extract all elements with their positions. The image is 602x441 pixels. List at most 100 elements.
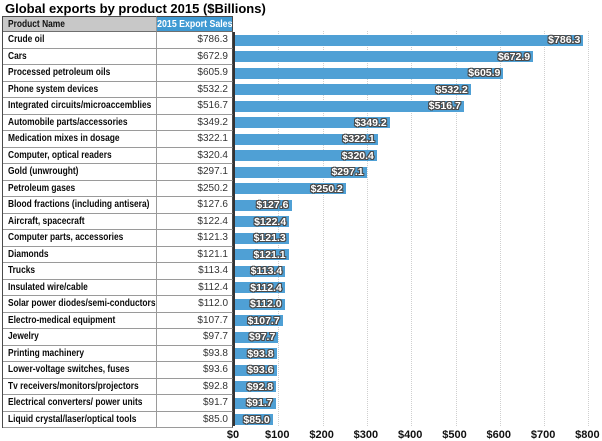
- bar-track: $532.2: [233, 82, 601, 99]
- product-name-label: Liquid crystal/laser/optical tools: [8, 413, 137, 425]
- product-name-cell: Phone system devices: [3, 81, 157, 98]
- bar: $127.6: [235, 199, 292, 212]
- bar: $532.2: [235, 83, 471, 96]
- export-value-cell: $127.6: [157, 197, 233, 214]
- bar-track: $349.2: [233, 115, 601, 132]
- export-value-cell: $297.1: [157, 164, 233, 181]
- table-row: Computer, optical readers $320.4 $320.4: [3, 147, 601, 165]
- bar-track: $112.0: [233, 296, 601, 313]
- x-axis-tick-label: $400: [397, 429, 423, 441]
- export-value-cell: $320.4: [157, 147, 233, 164]
- bar: $97.7: [235, 331, 279, 344]
- bar-value-label: $93.8: [247, 347, 274, 360]
- data-table: Product Name 2015 Export Sales Crude oil…: [2, 16, 601, 428]
- export-value-label: $672.9: [197, 50, 228, 62]
- bar: $320.4: [235, 150, 377, 162]
- product-name-label: Diamonds: [8, 248, 49, 260]
- bar: $250.2: [235, 183, 346, 195]
- product-name-label: Lower-voltage switches, fuses: [8, 364, 130, 376]
- bar-track: $786.3: [233, 32, 601, 49]
- bar-track: $93.8: [233, 346, 601, 363]
- bar: $786.3: [235, 34, 584, 46]
- product-name-label: Computer parts, accessories: [8, 232, 124, 244]
- product-name-label: Aircraft, spacecraft: [8, 215, 85, 227]
- table-row: Liquid crystal/laser/optical tools $85.0 $…: [3, 411, 601, 428]
- bar-value-label: $605.9: [468, 67, 501, 80]
- product-name-label: Tv receivers/monitors/projectors: [8, 380, 139, 392]
- header-spacer: [233, 16, 601, 32]
- bar: $322.1: [235, 133, 378, 145]
- export-value-cell: $349.2: [157, 114, 233, 131]
- export-value-cell: $672.9: [157, 48, 233, 65]
- bar-value-label: $516.7: [428, 100, 461, 113]
- x-axis-tick-label: $500: [442, 429, 467, 441]
- export-value-label: $121.3: [197, 232, 228, 244]
- bar-track: $91.7: [233, 395, 601, 412]
- bar: $349.2: [235, 117, 390, 129]
- bar: $85.0: [235, 413, 273, 426]
- product-name-label: Jewelry: [8, 331, 39, 343]
- export-value-cell: $322.1: [157, 131, 233, 148]
- product-name-label: Processed petroleum oils: [8, 67, 111, 79]
- table-row: Processed petroleum oils $605.9 $605.9: [3, 65, 601, 82]
- table-row: Printing machinery $93.8 $93.8: [3, 345, 601, 363]
- product-name-cell: Electro-medical equipment: [3, 312, 157, 329]
- product-name-label: Medication mixes in dosage: [8, 133, 120, 145]
- bar-value-label: $97.7: [249, 331, 276, 344]
- bar-value-label: $112.4: [250, 281, 282, 294]
- bar-value-label: $532.2: [435, 83, 468, 96]
- export-value-label: $112.0: [198, 298, 228, 310]
- bar-value-label: $121.3: [253, 232, 286, 245]
- export-value-label: $112.4: [198, 281, 228, 293]
- export-value-cell: $85.0: [157, 411, 233, 428]
- bar-track: $92.8: [233, 379, 601, 396]
- export-value-label: $92.8: [202, 380, 228, 392]
- export-value-cell: $112.4: [157, 279, 233, 296]
- x-axis-tick-label: $700: [530, 429, 556, 441]
- table-row: Integrated circuits/microaccemblies $516.…: [3, 98, 601, 115]
- export-value-label: $349.2: [197, 116, 228, 128]
- product-name-cell: Trucks: [3, 263, 157, 280]
- product-name-label: Computer, optical readers: [8, 149, 112, 161]
- bar-value-label: $85.0: [243, 413, 270, 426]
- product-name-cell: Integrated circuits/microaccemblies: [3, 98, 157, 115]
- product-name-cell: Liquid crystal/laser/optical tools: [3, 411, 157, 428]
- export-value-label: $320.4: [197, 149, 228, 161]
- product-name-label: Phone system devices: [8, 83, 99, 95]
- bar-value-label: $113.4: [250, 265, 283, 278]
- export-value-label: $107.7: [197, 314, 228, 326]
- bar-track: $320.4: [233, 148, 601, 165]
- x-axis-tick-label: $100: [265, 429, 290, 441]
- table-row: Phone system devices $532.2 $532.2: [3, 81, 601, 99]
- export-value-cell: $91.7: [157, 395, 233, 412]
- bar-track: $97.7: [233, 329, 601, 346]
- export-value-cell: $121.3: [157, 230, 233, 247]
- bar-value-label: $672.9: [497, 50, 531, 63]
- product-name-cell: Diamonds: [3, 246, 157, 263]
- export-value-cell: $97.7: [157, 329, 233, 346]
- bar-value-label: $107.7: [247, 314, 280, 327]
- bar: $516.7: [235, 100, 464, 113]
- bar-track: $113.4: [233, 263, 601, 280]
- product-name-cell: Aircraft, spacecraft: [3, 213, 157, 230]
- bar: $112.4: [235, 281, 285, 294]
- product-name-cell: Blood fractions (including antisera): [3, 197, 157, 214]
- export-value-label: $322.1: [197, 133, 228, 145]
- export-value-label: $516.7: [197, 100, 228, 112]
- product-name-label: Gold (unwrought): [8, 166, 79, 178]
- product-name-cell: Petroleum gases: [3, 180, 157, 197]
- export-value-label: $122.4: [197, 215, 228, 227]
- bar: $121.1: [235, 249, 289, 261]
- product-name-label: Integrated circuits/microaccemblies: [8, 100, 152, 112]
- bar-track: $121.3: [233, 230, 601, 247]
- bar: $672.9: [235, 50, 534, 63]
- bar-value-label: $127.6: [256, 199, 289, 212]
- bar-track: $322.1: [233, 131, 601, 148]
- column-header-product-name: Product Name: [3, 16, 157, 32]
- export-value-cell: $93.6: [157, 362, 233, 379]
- product-name-cell: Tv receivers/monitors/projectors: [3, 378, 157, 395]
- x-axis-tick-label: $0: [226, 429, 240, 441]
- bar: $121.3: [235, 232, 289, 245]
- bar-value-label: $122.4: [254, 215, 287, 228]
